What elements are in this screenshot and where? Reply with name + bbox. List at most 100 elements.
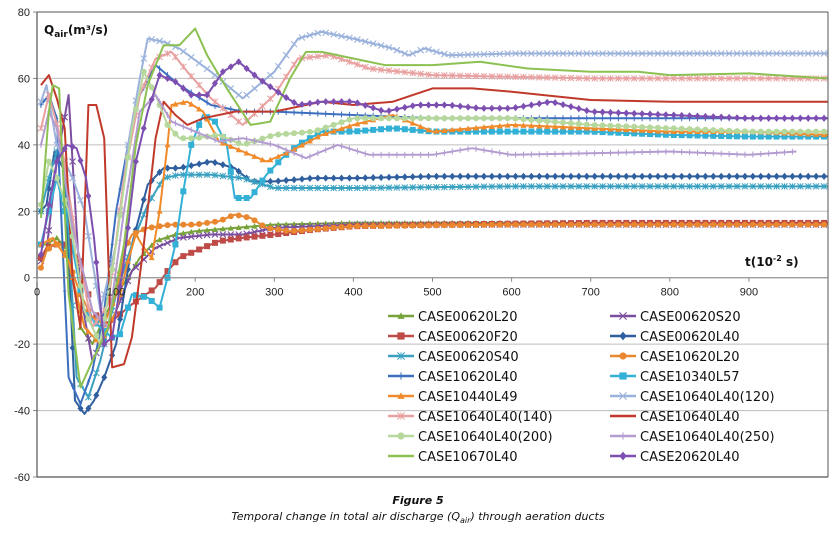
data-point-circle	[536, 117, 543, 124]
data-point-diamond	[37, 250, 44, 259]
data-point-square	[805, 133, 812, 140]
data-point-circle	[741, 221, 748, 228]
data-point-asterisk	[662, 183, 670, 190]
data-point-circle	[560, 221, 567, 228]
data-point-square	[480, 128, 487, 135]
data-point-square	[196, 246, 203, 253]
data-point-circle	[560, 119, 567, 126]
data-point-asterisk	[274, 184, 282, 192]
data-point-square	[536, 128, 543, 135]
data-point-diamond	[647, 172, 654, 181]
data-point-diamond	[283, 176, 290, 184]
data-point-diamond	[362, 174, 369, 182]
data-point-circle	[85, 316, 92, 323]
data-point-plus	[616, 149, 620, 156]
data-point-x	[619, 312, 627, 320]
data-point-square	[235, 195, 242, 201]
data-point-diamond	[662, 111, 669, 119]
data-point-circle	[314, 226, 321, 233]
data-point-diamond	[552, 172, 559, 181]
data-point-circle	[180, 221, 187, 228]
data-point-plus	[181, 123, 185, 130]
data-point-circle	[591, 122, 598, 129]
data-point-triangle	[196, 106, 203, 112]
data-point-diamond	[797, 172, 804, 181]
data-point-diamond	[639, 110, 646, 118]
data-point-plus	[593, 115, 597, 122]
data-point-plus	[529, 151, 533, 158]
data-point-circle	[741, 128, 748, 135]
data-point-asterisk	[512, 73, 519, 81]
data-point-circle	[457, 115, 464, 122]
x-axis-title-tail: s)	[782, 255, 799, 269]
data-point-circle	[393, 222, 400, 229]
data-point-plus	[205, 99, 209, 106]
data-point-diamond	[631, 172, 638, 181]
data-point-diamond	[306, 174, 313, 183]
data-point-plus	[292, 109, 296, 116]
data-point-asterisk	[567, 74, 575, 82]
data-point-diamond	[449, 101, 456, 110]
data-point-triangle	[275, 153, 282, 159]
data-point-triangle	[496, 122, 503, 129]
data-point-x	[820, 50, 828, 57]
data-point-x	[306, 31, 314, 39]
data-point-x	[496, 50, 504, 58]
data-point-diamond	[291, 176, 298, 184]
y-tick-label: 40	[18, 140, 30, 152]
data-point-plus	[434, 151, 438, 158]
data-point-plus	[332, 111, 336, 118]
data-point-circle	[370, 115, 377, 122]
legend-label: CASE10640L40(140)	[418, 410, 553, 425]
data-point-square	[702, 132, 709, 139]
data-point-diamond	[552, 99, 559, 107]
data-point-plus	[229, 136, 233, 143]
data-point-square	[188, 249, 195, 256]
data-point-diamond	[385, 107, 392, 115]
data-point-square	[397, 332, 405, 340]
x-tick-label: 300	[265, 287, 283, 299]
data-point-asterisk	[219, 104, 227, 112]
data-point-asterisk	[725, 183, 733, 190]
data-point-diamond	[53, 157, 60, 166]
data-point-x	[259, 226, 266, 234]
data-point-asterisk	[559, 74, 567, 82]
data-point-x	[812, 50, 820, 57]
y-axis-title-tail: (m³/s)	[68, 23, 108, 37]
data-point-circle	[322, 225, 329, 232]
data-point-triangle	[283, 150, 290, 156]
data-point-triangle	[441, 127, 448, 133]
data-point-square	[45, 208, 52, 215]
data-point-diamond	[591, 172, 598, 181]
data-point-triangle	[544, 123, 551, 129]
data-point-plus	[110, 241, 114, 248]
data-point-circle	[465, 222, 472, 229]
data-point-square	[219, 237, 226, 244]
data-point-triangle	[599, 125, 606, 132]
data-point-circle	[607, 221, 614, 228]
data-point-square	[757, 133, 764, 140]
data-point-x	[654, 50, 662, 57]
data-point-diamond	[741, 172, 748, 181]
data-point-asterisk	[330, 184, 337, 192]
data-point-x	[709, 50, 717, 57]
data-point-diamond	[512, 104, 519, 112]
data-point-asterisk	[409, 69, 417, 77]
legend-label: CASE00620L20	[418, 310, 518, 325]
data-point-square	[196, 121, 203, 128]
data-point-circle	[117, 212, 124, 219]
data-point-x	[338, 32, 345, 40]
data-point-asterisk	[179, 63, 187, 71]
data-point-diamond	[718, 113, 725, 121]
data-point-circle	[362, 223, 369, 230]
data-point-circle	[607, 122, 614, 129]
data-point-asterisk	[393, 68, 401, 75]
data-point-circle	[619, 352, 627, 360]
data-point-square	[267, 231, 274, 238]
data-point-diamond	[560, 101, 567, 109]
data-point-circle	[346, 116, 353, 123]
data-point-square	[488, 128, 495, 135]
data-point-diamond	[575, 105, 582, 113]
figure-caption: Temporal change in total air discharge (…	[0, 510, 836, 525]
data-point-circle	[734, 221, 741, 228]
